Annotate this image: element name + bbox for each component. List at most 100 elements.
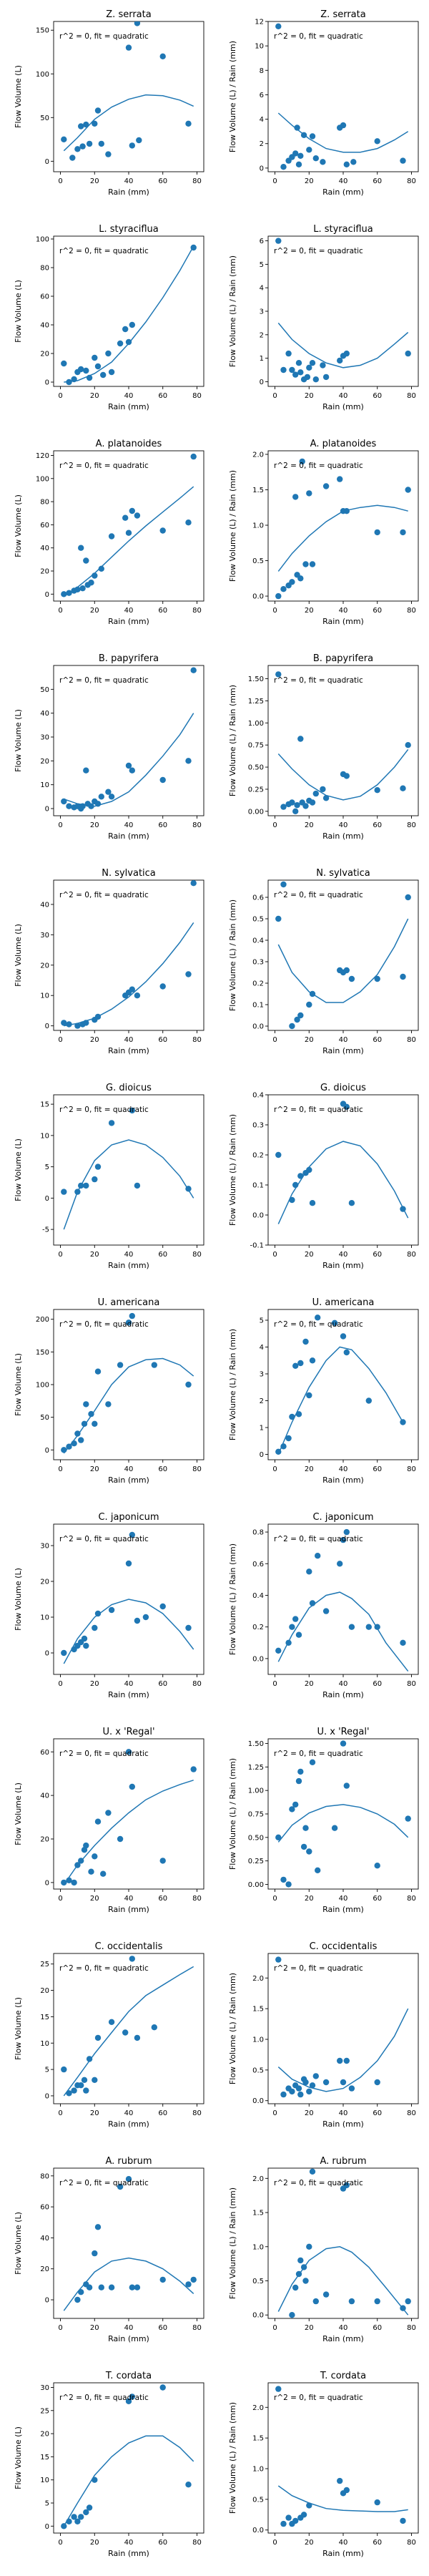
axes-frame [267,21,419,172]
x-tick-label: 40 [339,1036,348,1044]
x-tick-label: 20 [305,2324,314,2332]
data-point [343,1103,350,1111]
x-tick-label: 0 [272,1465,277,1473]
data-point [117,2183,124,2190]
x-tick-label: 40 [339,2539,348,2547]
y-tick-label: 20 [40,1836,49,1844]
data-point [61,2523,67,2529]
y-tick-label: 0.3 [252,1122,264,1130]
y-tick-label: 1.00 [248,1787,264,1795]
data-point [337,1561,343,1567]
data-point [190,453,197,460]
y-tick-label: 0 [45,2523,49,2531]
data-point [400,2517,406,2524]
x-tick-label: 80 [407,821,416,829]
data-point [365,1397,372,1404]
x-tick-label: 40 [339,607,348,615]
data-point [309,2168,316,2175]
y-axis-label: Flow Volume (L) [14,65,23,128]
y-tick-label: 1 [260,355,264,363]
data-point [98,140,104,147]
subplot-title: G. dioicus [106,1083,152,1093]
data-point [309,1600,316,1606]
data-point [117,340,124,347]
x-axis-label: Rain (mm) [108,2119,149,2129]
data-point [92,572,98,579]
y-tick-label: 2.0 [252,2404,264,2412]
data-point [306,1568,312,1575]
x-tick-label: 20 [305,821,314,829]
y-tick-label: 0.50 [248,1834,264,1842]
y-tick-label: 10 [40,781,49,789]
fit-line [63,1357,194,1454]
data-point [295,1777,302,1785]
data-point [292,150,299,157]
annotation: r^2 = 0, fit = quadratic [59,247,149,255]
data-point [297,1768,304,1775]
y-tick-label: 0.25 [248,786,264,794]
data-point [292,808,299,815]
x-tick-label: 20 [90,607,99,615]
y-tick-label: 10 [40,2040,49,2048]
data-point [297,1173,304,1179]
data-point [105,151,112,157]
y-tick-label: 1.00 [248,720,264,728]
y-tick-label: 0.4 [252,937,264,945]
subplot-9: N. sylvatica 0 20 40 60 80 0 10 20 30 40 Rain (mm) F… [14,868,204,1055]
data-point [61,1189,67,1195]
fit-line [277,918,409,1003]
fit-line [277,1141,409,1224]
x-tick-label: 20 [90,1251,99,1259]
y-tick-label: 20 [40,1579,49,1586]
y-tick-label: 0 [45,2092,49,2100]
data-point [134,2034,141,2041]
y-axis-label: Flow Volume (L) / Rain (mm) [228,470,237,582]
axes-frame [267,879,419,1031]
x-tick-label: 40 [339,2324,348,2332]
data-point [61,2066,67,2073]
data-point [297,2257,304,2264]
data-point [400,2305,406,2311]
data-point [125,1749,132,1755]
data-point [405,1815,411,1822]
y-tick-label: 100 [36,71,49,79]
annotation: r^2 = 0, fit = quadratic [59,891,149,899]
y-tick-label: 25 [40,2407,49,2415]
x-tick-label: 60 [158,2109,167,2117]
data-point [61,136,67,142]
y-tick-label: 0.75 [248,742,264,750]
data-point [289,2312,295,2318]
x-tick-label: 80 [192,1465,202,1473]
y-tick-label: 1.0 [252,2466,264,2474]
data-point [129,986,135,992]
data-point [74,2518,81,2524]
x-tick-label: 40 [124,392,134,400]
y-axis-label: Flow Volume (L) / Rain (mm) [228,1973,237,2084]
x-axis-label: Rain (mm) [108,2334,149,2343]
y-tick-label: 0.1 [252,1002,264,1010]
data-point [280,1443,287,1450]
data-point [108,1606,115,1614]
x-axis-label: Rain (mm) [322,187,364,197]
x-axis-label: Rain (mm) [322,1046,364,1055]
data-point [295,161,302,167]
annotation: r^2 = 0, fit = quadratic [274,2394,363,2402]
data-point [81,2077,88,2083]
fit-line [277,1591,409,1672]
subplot-12: G. dioicus 0 20 40 60 80 -0.1 0.0 0.1 0.2 0.3 0.4 Ra… [228,1083,419,1270]
data-point [129,767,135,774]
data-point [134,1617,141,1624]
x-tick-label: 40 [339,177,348,185]
data-point [340,2079,347,2086]
data-point [297,2091,304,2098]
y-tick-label: 0.0 [252,1655,264,1663]
fit-line [63,1966,194,2097]
y-tick-label: 2.0 [252,2175,264,2183]
data-point [66,2518,72,2524]
axes-frame [53,1953,204,2104]
data-point [275,2386,282,2392]
data-point [315,1553,321,1559]
y-tick-label: 2 [260,331,264,339]
x-axis-label: Rain (mm) [108,1261,149,1270]
y-tick-label: 0.0 [252,593,264,601]
